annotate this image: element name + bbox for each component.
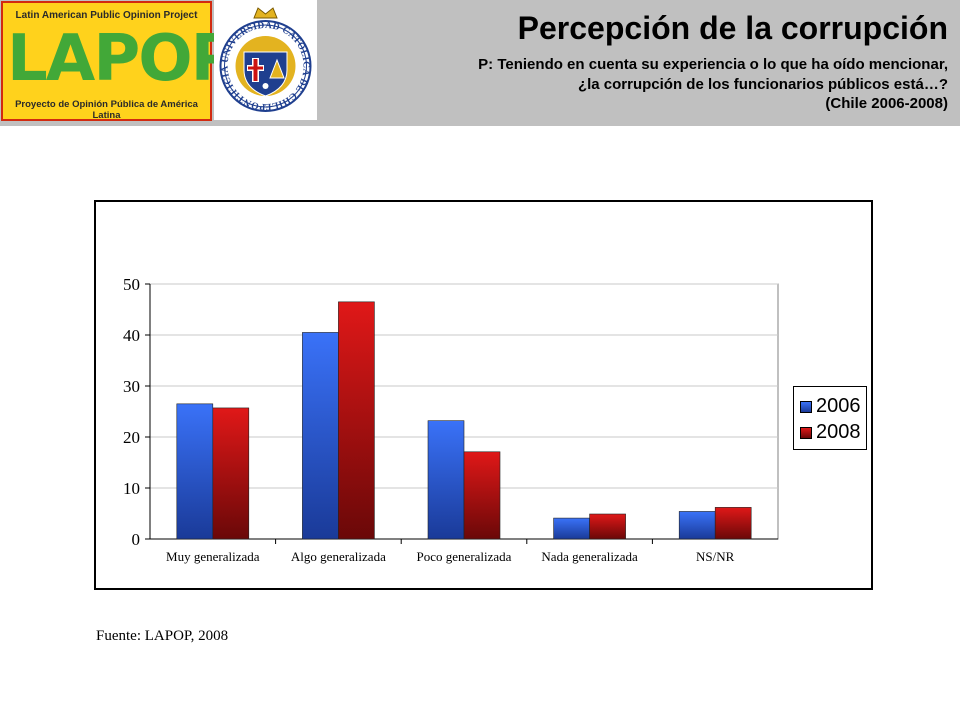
bar-2008-3 — [589, 513, 626, 540]
slide-title: Percepción de la corrupción — [517, 10, 948, 46]
legend-label-2006: 2006 — [816, 395, 861, 417]
x-tick-label: Nada generalizada — [541, 549, 638, 564]
bar-2008-2 — [463, 451, 501, 540]
bar-2006-3 — [553, 517, 590, 540]
question-line-1: P: Teniendo en cuenta su experiencia o l… — [478, 56, 948, 73]
bar-chart: 0 10 20 30 40 50 Muy generalizada Algo generali… — [123, 275, 779, 564]
legend-item-2008: 2008 — [800, 421, 866, 443]
bar-2006-2 — [427, 420, 465, 540]
bar-2006-4 — [678, 511, 716, 540]
x-tick-label: Muy generalizada — [166, 549, 260, 564]
survey-question: P: Teniendo en cuenta su experiencia o l… — [478, 55, 948, 114]
slide-header: Latin American Public Opinion Project LA… — [0, 0, 960, 126]
source-note: Fuente: LAPOP, 2008 — [96, 628, 229, 644]
legend-swatch-2006 — [800, 401, 812, 413]
university-seal: PONTIFICIA UNIVERSIDAD CATOLICA DE CHILE — [214, 0, 317, 120]
y-tick-label: 10 — [123, 479, 140, 498]
x-tick-label: NS/NR — [696, 549, 735, 564]
lapop-logo-bottom-text: Proyecto de Opinión Pública de América L… — [15, 99, 198, 121]
y-tick-label: 50 — [123, 275, 140, 294]
bar-2008-1 — [338, 301, 375, 540]
lapop-logo: Latin American Public Opinion Project LA… — [1, 1, 238, 121]
y-tick-label: 40 — [123, 326, 140, 345]
x-tick-label: Algo generalizada — [291, 549, 386, 564]
question-line-3: (Chile 2006-2008) — [825, 95, 948, 112]
y-tick-label: 20 — [123, 428, 140, 447]
bar-2006-0 — [176, 403, 214, 540]
bar-2006-1 — [302, 332, 339, 540]
bar-2008-4 — [714, 507, 752, 540]
legend-item-2006: 2006 — [800, 395, 866, 417]
chart-frame: 0 10 20 30 40 50 Muy generalizada Algo generali… — [94, 200, 873, 590]
legend-swatch-2008 — [800, 427, 812, 439]
chart-legend: 2006 2008 — [793, 386, 867, 450]
legend-label-2008: 2008 — [816, 421, 861, 443]
y-tick-label: 30 — [123, 377, 140, 396]
x-tick-label: Poco generalizada — [417, 549, 512, 564]
y-tick-label: 0 — [132, 530, 141, 549]
lapop-logo-wordmark: LAPOP — [7, 22, 238, 96]
question-line-2: ¿la corrupción de los funcionarios públi… — [577, 75, 948, 93]
university-seal-icon: PONTIFICIA UNIVERSIDAD CATOLICA DE CHILE — [219, 7, 312, 112]
bar-2008-0 — [212, 407, 250, 540]
lapop-logo-top-text: Latin American Public Opinion Project — [15, 10, 198, 21]
